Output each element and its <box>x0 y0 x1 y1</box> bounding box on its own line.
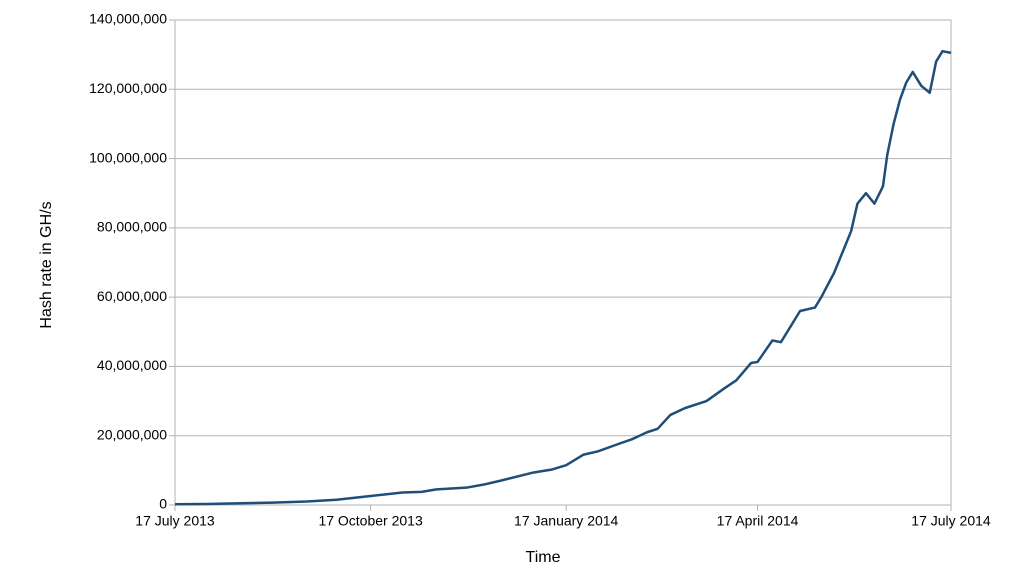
x-tick-label: 17 October 2013 <box>318 513 423 529</box>
x-tick-label: 17 July 2013 <box>135 513 215 529</box>
y-tick-label: 80,000,000 <box>97 219 167 235</box>
y-tick-label: 0 <box>159 496 167 512</box>
y-tick-label: 120,000,000 <box>89 80 167 96</box>
data-line <box>174 49 952 506</box>
x-tick-label: 17 January 2014 <box>514 513 619 529</box>
y-axis-title: Hash rate in GH/s <box>38 201 55 328</box>
x-axis-title: Time <box>526 549 561 566</box>
y-tick-label: 40,000,000 <box>97 357 167 373</box>
y-tick-label: 20,000,000 <box>97 426 167 442</box>
y-tick-label: 60,000,000 <box>97 288 167 304</box>
x-tick-label: 17 July 2014 <box>911 513 991 529</box>
y-tick-label: 140,000,000 <box>89 11 167 27</box>
x-tick-label: 17 April 2014 <box>717 513 799 529</box>
y-tick-label: 100,000,000 <box>89 149 167 165</box>
